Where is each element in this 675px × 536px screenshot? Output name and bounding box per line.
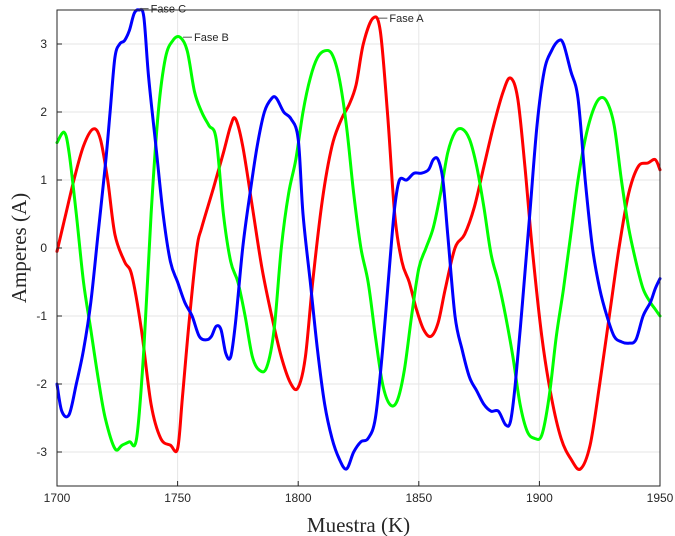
x-axis-label: Muestra (K)	[307, 513, 410, 536]
y-tick-label: 0	[40, 241, 47, 255]
y-tick-label: 2	[40, 105, 47, 119]
x-tick-label: 1850	[405, 491, 432, 505]
series-line-fase-c	[55, 7, 662, 471]
x-axis-ticks: 1700 1750 1800 1850 1900 1950	[44, 481, 674, 505]
x-tick-label: 1750	[164, 491, 191, 505]
annotation-label: Fase B	[194, 32, 229, 44]
y-tick-label: 3	[40, 37, 47, 51]
annotations: Fase C Fase B Fase A	[139, 4, 424, 44]
y-axis-ticks: -3 -2 -1 0 1 2 3	[36, 37, 62, 459]
y-axis-label: Amperes (A)	[7, 193, 31, 303]
annotation-label: Fase A	[389, 13, 424, 25]
x-tick-label: 1700	[44, 491, 71, 505]
y-tick-label: 1	[40, 173, 47, 187]
series-layer	[55, 7, 662, 471]
x-tick-label: 1900	[526, 491, 553, 505]
y-tick-label: -2	[36, 377, 47, 391]
x-tick-label: 1800	[285, 491, 312, 505]
series-line-fase-a	[55, 15, 662, 471]
x-tick-label: 1950	[647, 491, 674, 505]
y-tick-label: -1	[36, 309, 47, 323]
y-tick-label: -3	[36, 445, 47, 459]
series-line-fase-b	[55, 35, 662, 452]
annotation-label: Fase C	[151, 4, 187, 16]
